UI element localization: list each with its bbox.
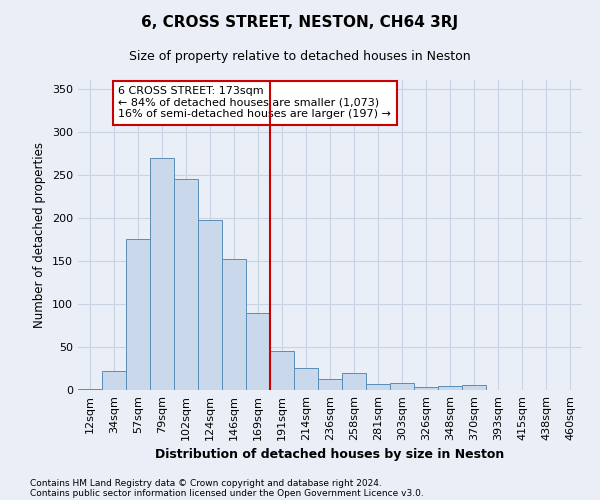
Bar <box>78 389 102 390</box>
Bar <box>246 314 270 390</box>
Y-axis label: Number of detached properties: Number of detached properties <box>34 142 46 328</box>
Bar <box>222 259 246 390</box>
Bar <box>318 379 342 390</box>
Text: Contains public sector information licensed under the Open Government Licence v3: Contains public sector information licen… <box>30 488 424 498</box>
Bar <box>438 386 462 390</box>
Bar <box>174 179 198 390</box>
Bar <box>150 158 174 390</box>
Bar <box>198 220 222 390</box>
Bar <box>462 385 486 390</box>
Bar <box>390 383 414 390</box>
Bar <box>342 373 366 390</box>
Bar <box>414 386 438 390</box>
X-axis label: Distribution of detached houses by size in Neston: Distribution of detached houses by size … <box>155 448 505 461</box>
Bar <box>102 371 126 390</box>
Bar <box>294 368 318 390</box>
Text: 6, CROSS STREET, NESTON, CH64 3RJ: 6, CROSS STREET, NESTON, CH64 3RJ <box>142 15 458 30</box>
Text: Contains HM Land Registry data © Crown copyright and database right 2024.: Contains HM Land Registry data © Crown c… <box>30 478 382 488</box>
Bar <box>270 351 294 390</box>
Text: 6 CROSS STREET: 173sqm
← 84% of detached houses are smaller (1,073)
16% of semi-: 6 CROSS STREET: 173sqm ← 84% of detached… <box>118 86 391 120</box>
Text: Size of property relative to detached houses in Neston: Size of property relative to detached ho… <box>129 50 471 63</box>
Bar <box>366 384 390 390</box>
Bar <box>126 240 150 390</box>
